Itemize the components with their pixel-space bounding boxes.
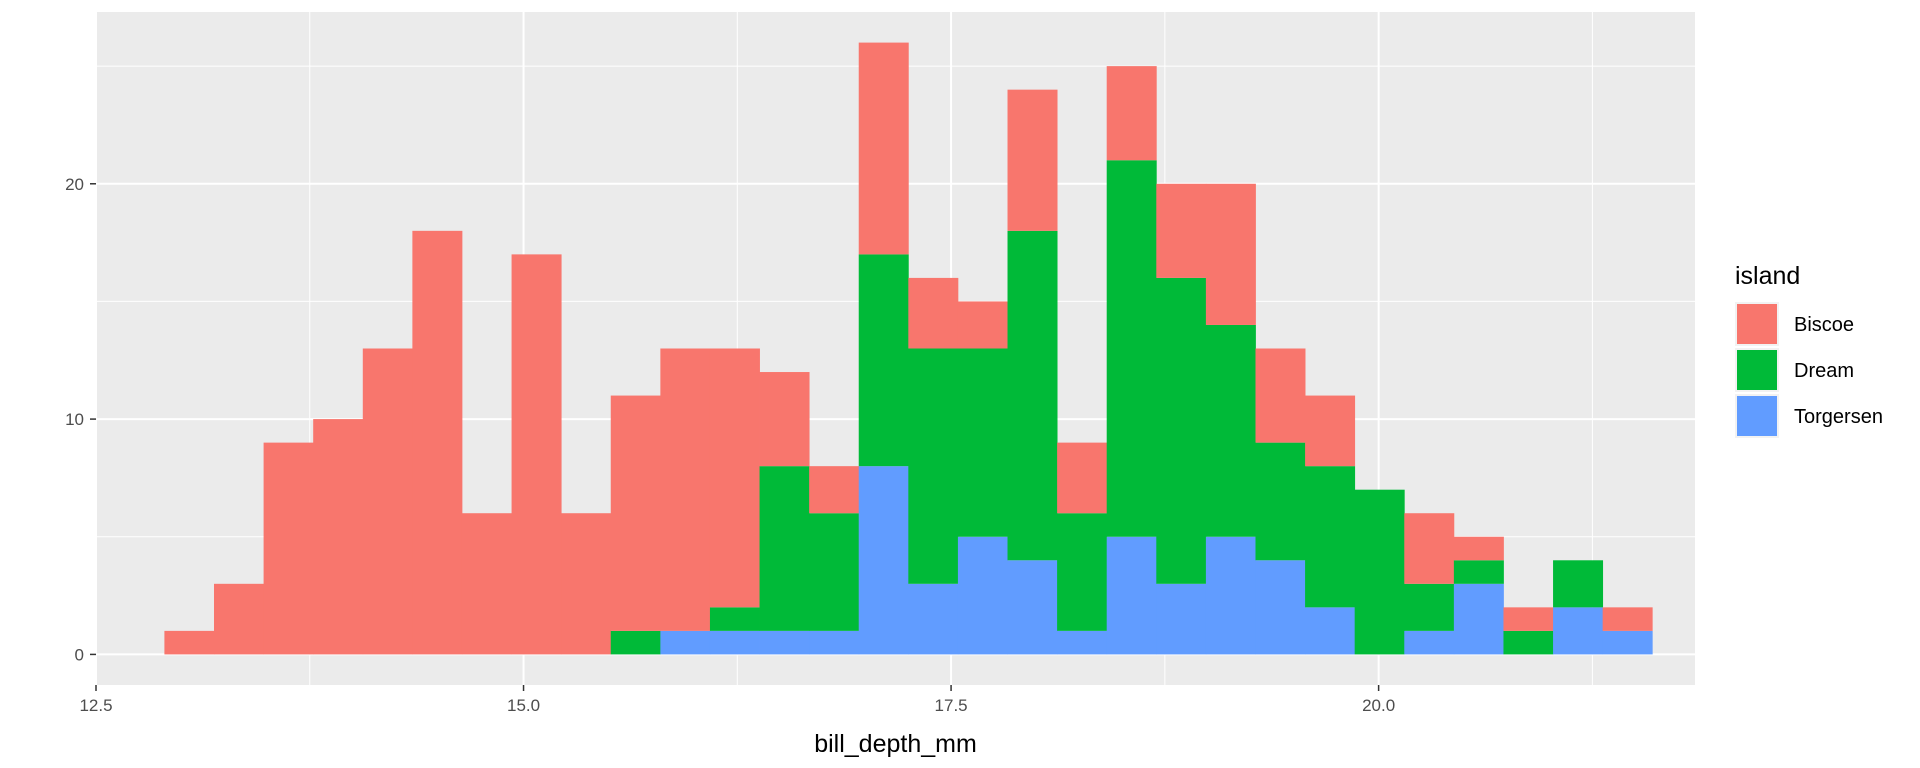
bar-biscoe xyxy=(313,419,364,655)
bar-biscoe xyxy=(461,513,512,655)
bar-biscoe xyxy=(164,630,215,655)
legend-label-torgersen: Torgersen xyxy=(1794,406,1883,428)
y-axis: 0 10 20 xyxy=(65,175,96,664)
bar-biscoe xyxy=(1057,442,1108,514)
bar-biscoe xyxy=(809,466,860,514)
bar-torgersen xyxy=(1602,630,1653,655)
bar-dream xyxy=(1305,466,1356,608)
bar-biscoe xyxy=(858,42,909,255)
bar-dream xyxy=(809,513,860,631)
bar-dream xyxy=(1354,489,1405,655)
bars xyxy=(164,42,1653,655)
legend-key-torgersen xyxy=(1737,396,1777,436)
bar-biscoe xyxy=(1602,607,1653,631)
bar-torgersen xyxy=(1007,560,1058,655)
bar-torgersen xyxy=(1404,630,1455,655)
legend-title: island xyxy=(1735,262,1800,290)
x-tick-label: 17.5 xyxy=(935,696,968,715)
bar-torgersen xyxy=(957,536,1008,655)
bar-biscoe xyxy=(362,348,413,655)
bar-dream xyxy=(1156,277,1207,584)
bar-torgersen xyxy=(759,630,810,655)
bar-dream xyxy=(1453,560,1504,584)
x-tick-label: 20.0 xyxy=(1362,696,1395,715)
bar-biscoe xyxy=(660,348,711,631)
x-axis-title: bill_depth_mm xyxy=(814,730,977,758)
bar-dream xyxy=(1007,230,1058,561)
bar-biscoe xyxy=(1106,66,1157,161)
bar-biscoe xyxy=(1453,536,1504,561)
bar-torgersen xyxy=(660,630,711,655)
bar-dream xyxy=(908,348,959,584)
bar-torgersen xyxy=(809,630,860,655)
bar-biscoe xyxy=(1205,183,1256,325)
bar-biscoe xyxy=(1503,607,1554,631)
bar-dream xyxy=(957,348,1008,537)
bar-biscoe xyxy=(1007,89,1058,231)
bar-biscoe xyxy=(1156,183,1207,278)
bar-biscoe xyxy=(1255,348,1306,443)
bar-dream xyxy=(1553,560,1604,608)
legend-label-biscoe: Biscoe xyxy=(1794,314,1854,336)
bar-biscoe xyxy=(561,513,612,655)
bar-dream xyxy=(1503,630,1554,655)
bar-biscoe xyxy=(1404,513,1455,584)
bar-biscoe xyxy=(511,254,562,655)
bar-torgersen xyxy=(1205,536,1256,655)
bar-dream xyxy=(709,607,760,631)
legend-key-dream xyxy=(1737,350,1777,390)
y-tick-label: 0 xyxy=(75,645,84,664)
bar-dream xyxy=(1255,442,1306,561)
bar-dream xyxy=(1404,583,1455,631)
x-tick-label: 15.0 xyxy=(507,696,540,715)
x-tick-label: 12.5 xyxy=(79,696,112,715)
bar-torgersen xyxy=(1106,536,1157,655)
bar-biscoe xyxy=(957,301,1008,349)
bar-torgersen xyxy=(1057,630,1108,655)
bar-torgersen xyxy=(1453,583,1504,655)
bar-dream xyxy=(610,630,661,655)
x-axis: 12.5 15.0 17.5 20.0 xyxy=(79,685,1395,715)
bar-biscoe xyxy=(412,230,463,655)
y-tick-label: 10 xyxy=(65,410,84,429)
bar-torgersen xyxy=(709,630,760,655)
bar-dream xyxy=(759,466,810,631)
bar-biscoe xyxy=(1305,395,1356,467)
bar-dream xyxy=(1106,160,1157,537)
bar-biscoe xyxy=(759,372,810,467)
bar-biscoe xyxy=(908,277,959,349)
bar-torgersen xyxy=(1553,607,1604,655)
legend-key-biscoe xyxy=(1737,304,1777,344)
bar-biscoe xyxy=(610,395,661,631)
bar-dream xyxy=(858,254,909,467)
y-tick-label: 20 xyxy=(65,175,84,194)
bar-torgersen xyxy=(1156,583,1207,655)
legend-label-dream: Dream xyxy=(1794,360,1854,382)
bar-biscoe xyxy=(709,348,760,608)
bar-torgersen xyxy=(908,583,959,655)
bar-torgersen xyxy=(858,466,909,655)
bar-torgersen xyxy=(1255,560,1306,655)
bar-dream xyxy=(1205,324,1256,537)
legend: island Biscoe Dream Torgersen xyxy=(1735,262,1883,438)
bar-dream xyxy=(1057,513,1108,631)
bar-biscoe xyxy=(263,442,314,655)
bar-biscoe xyxy=(214,583,264,655)
bar-torgersen xyxy=(1305,607,1356,655)
